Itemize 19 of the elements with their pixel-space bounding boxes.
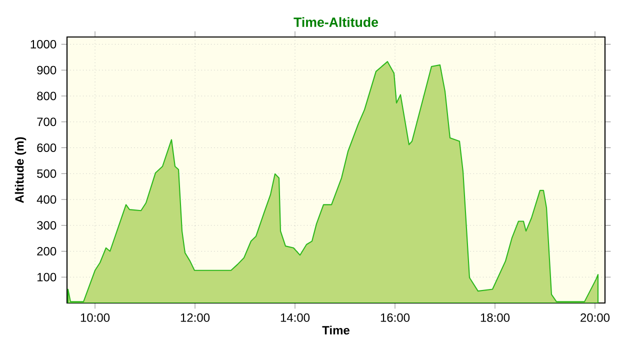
y-tick-label: 700 (37, 118, 56, 126)
y-tick-label: 900 (37, 66, 56, 74)
y-tick-label: 1000 (30, 40, 56, 48)
y-tick-label: 400 (36, 195, 56, 204)
y-tick-label: 500 (37, 169, 56, 178)
x-tick-label: 12:00 (180, 313, 210, 322)
y-tick-label: 100 (38, 272, 56, 282)
y-tick-label: 300 (37, 221, 56, 230)
x-tick-label: 14:00 (280, 313, 310, 322)
x-tick-label: 10:00 (80, 313, 110, 322)
y-tick-label: 200 (37, 246, 56, 256)
x-tick-label: 20:00 (580, 313, 610, 322)
x-tick-label: 16:00 (380, 313, 410, 322)
y-tick-label: 600 (37, 143, 56, 152)
y-tick-label: 800 (37, 92, 56, 100)
chart-title: Time-Altitude (294, 17, 378, 27)
x-axis-title: Time (322, 326, 350, 335)
y-axis-title: Altitude (m) (14, 137, 26, 204)
x-tick-label: 18:00 (480, 313, 510, 322)
